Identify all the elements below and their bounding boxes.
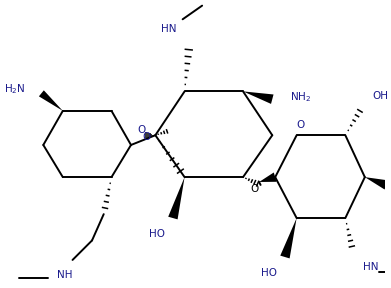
Text: O: O [296,120,305,130]
Text: HN: HN [161,24,177,34]
Polygon shape [243,91,274,104]
Text: O: O [143,132,151,142]
Text: NH$_2$: NH$_2$ [290,90,311,104]
Text: OH: OH [373,91,389,101]
Polygon shape [259,173,276,182]
Text: NH: NH [57,270,72,280]
Text: O: O [137,125,145,135]
Polygon shape [39,90,63,111]
Text: H$_2$N: H$_2$N [4,83,26,96]
Text: O: O [250,184,258,194]
Text: HN: HN [363,262,378,272]
Polygon shape [280,218,297,258]
Text: HO: HO [261,268,277,278]
Polygon shape [365,177,388,190]
Polygon shape [168,177,185,219]
Text: HO: HO [149,229,165,239]
